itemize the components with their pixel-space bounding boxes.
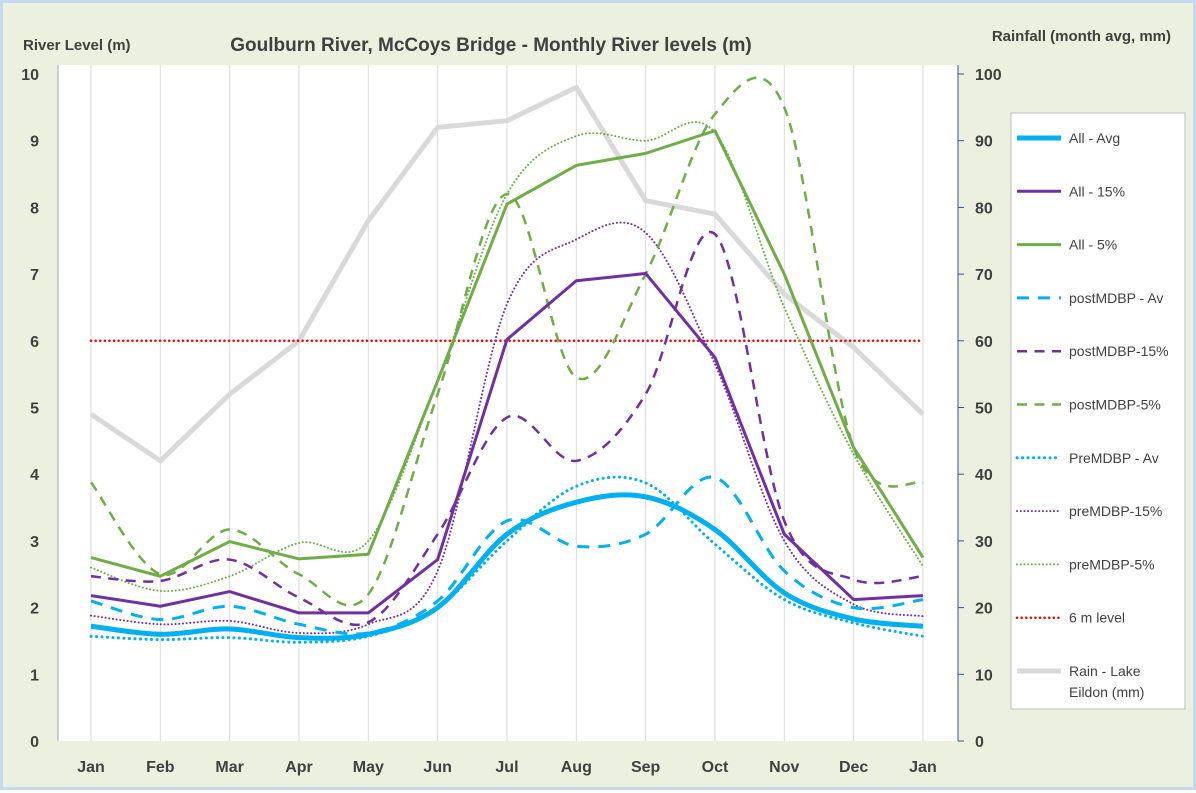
x-tick-label: Feb — [146, 759, 175, 776]
y-tick-label: 0 — [30, 734, 39, 751]
legend-label: preMDBP-15% — [1069, 503, 1162, 519]
x-tick-label: Jan — [909, 759, 937, 776]
legend-item-6-m-level: 6 m level — [1015, 610, 1125, 626]
legend-label: Rain - Lake Eildon (mm) — [1069, 663, 1144, 700]
legend-label: postMDBP-15% — [1069, 343, 1169, 359]
legend-label: postMDBP-5% — [1069, 397, 1161, 413]
series-line-all-15 — [90, 271, 924, 615]
y-tick-label: 5 — [30, 401, 39, 418]
legend-label: preMDBP-5% — [1069, 556, 1155, 572]
legend-item-rain-lake-eildon-mm: Rain - Lake Eildon (mm) — [1017, 663, 1144, 700]
series-line-postmdbp-av — [90, 475, 924, 636]
legend-label: All - 5% — [1069, 237, 1117, 253]
series-line-premdbp-av — [89, 475, 925, 644]
series-line-rain-lake-eildon-mm — [89, 84, 925, 464]
line-chart: Jan Feb Mar Apr May Jun Jul Aug Sep Oct Nov Dec Jan 0… — [21, 28, 1186, 776]
legend-label: All - Avg — [1069, 130, 1120, 146]
y-tick-label: 6 — [30, 334, 39, 351]
x-tick-label: Mar — [215, 759, 243, 776]
x-tick-label: Aug — [561, 759, 592, 776]
legend-label: 6 m level — [1069, 610, 1125, 626]
y2-tick-label: 30 — [975, 534, 993, 551]
y2-tick-label: 20 — [975, 601, 993, 618]
y-tick-label: 4 — [30, 467, 39, 484]
x-tick-label: Dec — [839, 759, 868, 776]
legend-item-postmdbp-15: postMDBP-15% — [1017, 343, 1169, 359]
legend — [1010, 112, 1186, 710]
x-tick-label: Jan — [77, 759, 105, 776]
y-tick-label: 8 — [30, 200, 39, 217]
legend-label: PreMDBP - Av — [1069, 450, 1159, 466]
legend-item-premdbp-5: preMDBP-5% — [1016, 556, 1155, 572]
legend-item-premdbp-15: preMDBP-15% — [1016, 503, 1162, 519]
y2-tick-label: 10 — [975, 667, 993, 684]
y-tick-label: 2 — [30, 601, 39, 618]
y2-tick-label: 40 — [975, 467, 993, 484]
x-tick-label: Jun — [423, 759, 451, 776]
plot-area — [58, 65, 958, 741]
legend-label: postMDBP - Av — [1069, 290, 1163, 306]
legend-item-all-15: All - 15% — [1017, 183, 1125, 199]
legend-item-all-5: All - 5% — [1017, 237, 1117, 253]
legend-item-postmdbp-av: postMDBP - Av — [1017, 290, 1163, 306]
y2-tick-label: 70 — [975, 267, 993, 284]
legend-item-all-avg: All - Avg — [1017, 130, 1120, 146]
y-tick-label: 7 — [30, 267, 39, 284]
y-axis-title: River Level (m) — [23, 37, 131, 54]
series-line-premdbp-5 — [90, 121, 924, 593]
legend-item-premdbp-av: PreMDBP - Av — [1015, 450, 1159, 466]
series-line-postmdbp-15 — [90, 230, 924, 627]
series-line-all-5 — [90, 129, 925, 578]
series-line-postmdbp-5 — [90, 76, 924, 607]
x-tick-label: Apr — [285, 759, 313, 776]
chart-title: Goulburn River, McCoys Bridge - Monthly … — [230, 35, 752, 56]
x-tick-label: Jul — [495, 759, 518, 776]
x-tick-label: Oct — [702, 759, 729, 776]
y2-tick-label: 100 — [975, 67, 1002, 84]
y-tick-label: 1 — [30, 667, 39, 684]
y2-tick-label: 80 — [975, 200, 993, 217]
y2-axis-title: Rainfall (month avg, mm) — [992, 28, 1171, 45]
y2-tick-label: 60 — [975, 334, 993, 351]
y-tick-label: 10 — [21, 67, 39, 84]
y2-tick-label: 0 — [975, 734, 984, 751]
y2-tick-label: 50 — [975, 401, 993, 418]
legend-item-postmdbp-5: postMDBP-5% — [1017, 397, 1161, 413]
y-tick-label: 3 — [30, 534, 39, 551]
legend-label: All - 15% — [1069, 183, 1125, 199]
x-tick-label: Sep — [631, 759, 661, 776]
series-line-all-avg — [90, 492, 924, 641]
x-tick-label: Nov — [769, 759, 799, 776]
x-tick-label: May — [353, 759, 384, 776]
y2-tick-label: 90 — [975, 134, 993, 151]
y-tick-label: 9 — [30, 134, 39, 151]
